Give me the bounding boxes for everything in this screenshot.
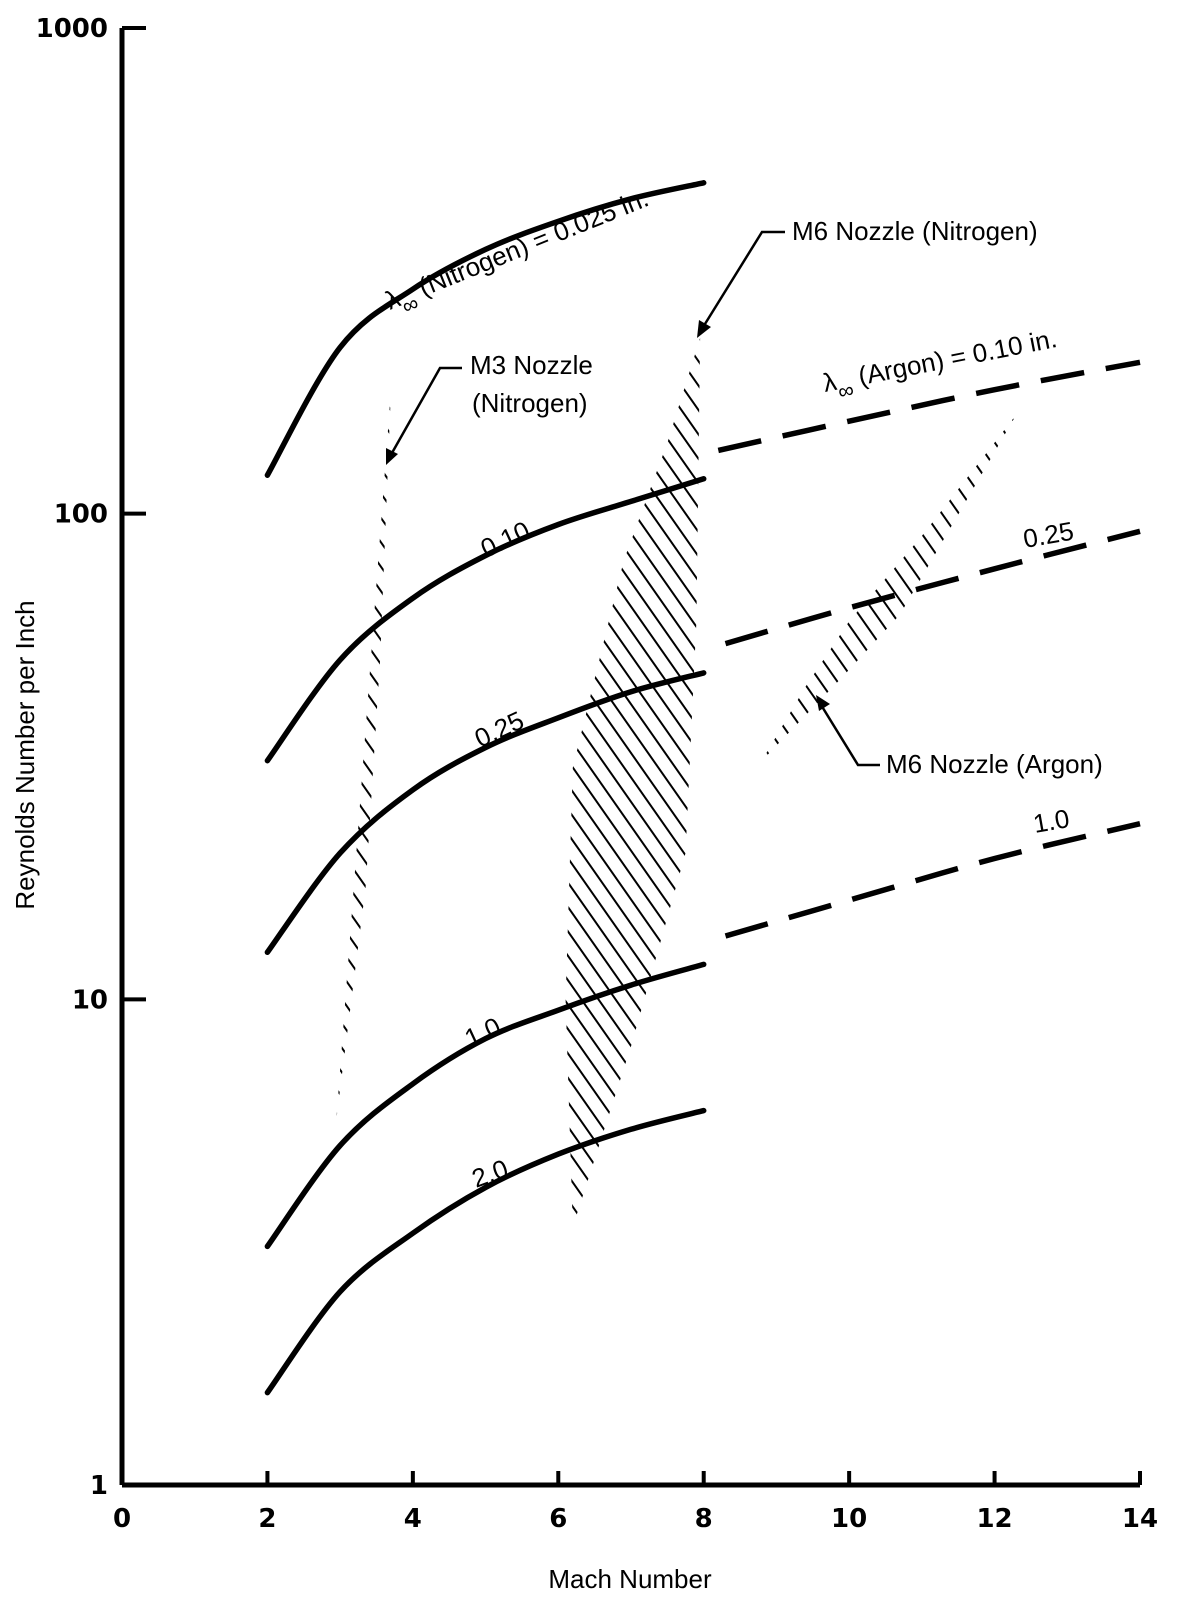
y-tick-label: 1000 [36,14,108,44]
curve-label-argon-010: λ∞ (Argon) = 0.10 in. [820,323,1061,407]
leader-arrow-m6-nitrogen [697,320,711,338]
hatched-region-3 [761,414,1017,761]
y-tick-label: 1 [90,1471,108,1501]
leader-arrow-m6-argon [816,695,830,711]
nozzle-regions [336,338,1017,1227]
curve-nitrogen-5 [264,1107,707,1396]
curve-nitrogen-2 [264,476,707,764]
x-axis-label: Mach Number [548,1564,712,1594]
annotations: M3 Nozzle (Nitrogen) M6 Nozzle (Nitrogen… [386,216,1103,779]
lambda-symbol: λ [820,366,838,398]
leader-arrow-m3 [386,448,398,465]
curve-label-nitrogen-010: 0.10 [476,515,535,564]
x-tick-label: 10 [831,1504,867,1534]
ticks: 0 2 4 6 8 10 12 14 1 10 100 1000 [36,14,1158,1534]
y-axis-label: Reynolds Number per Inch [10,600,40,909]
x-tick-label: 4 [404,1504,422,1534]
curve-nitrogen-1 [264,180,707,478]
hatched-region-2 [565,338,701,1227]
lambda-subscript: ∞ [836,377,856,405]
x-tick-label: 12 [976,1504,1012,1534]
curve-label-nitrogen-0025: λ∞ (Nitrogen) = 0.025 in. [381,183,656,324]
y-tick-label: 100 [54,500,108,530]
x-tick-label: 8 [695,1504,713,1534]
curve-label-argon-10: 1.0 [1031,803,1072,839]
x-tick-label: 0 [113,1504,131,1534]
leader-m6-nitrogen [698,230,785,333]
curve-nitrogen-3 [264,670,707,956]
annotation-m3-line1: M3 Nozzle [470,350,593,380]
leader-m6-argon [816,699,880,767]
curve-argon-7 [724,528,1141,647]
y-tick-label: 10 [72,985,108,1015]
curve-nitrogen-4 [264,961,707,1250]
x-tick-label: 2 [258,1504,276,1534]
x-tick-label: 6 [549,1504,567,1534]
leader-m3 [386,366,462,461]
curve-label-text: (Nitrogen) = 0.025 in. [408,183,653,305]
annotation-m6-nitrogen: M6 Nozzle (Nitrogen) [792,216,1038,246]
annotation-m6-argon: M6 Nozzle (Argon) [886,749,1103,779]
curve-label-nitrogen-025: 0.25 [470,705,529,754]
curve-argon-8 [724,821,1141,939]
curves [264,180,1141,1396]
curve-labels: λ∞ (Nitrogen) = 0.025 in. λ∞ (Argon) = 0… [381,183,1076,1194]
x-tick-label: 14 [1122,1504,1158,1534]
curve-argon-6 [717,359,1141,454]
hatched-region-1 [336,389,391,1118]
curve-label-nitrogen-20: 2.0 [468,1153,512,1194]
curve-label-text: (Argon) = 0.10 in. [849,323,1060,392]
annotation-m3-line2: (Nitrogen) [472,388,588,418]
